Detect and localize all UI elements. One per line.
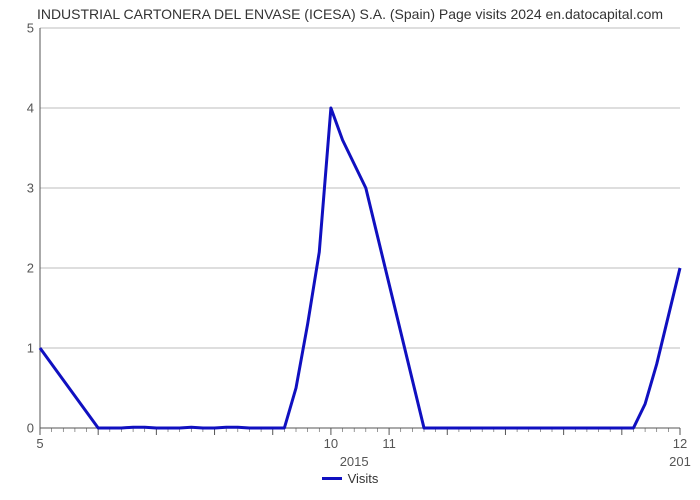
legend-swatch [322,477,342,480]
chart-plot [40,28,680,438]
y-tick-label: 5 [16,21,34,36]
x-axis-year-label: 201 [660,454,700,469]
x-axis-year-label: 2015 [334,454,374,469]
y-tick-label: 4 [16,101,34,116]
y-tick-label: 1 [16,341,34,356]
y-tick-label: 2 [16,261,34,276]
legend: Visits [0,471,700,486]
y-tick-label: 3 [16,181,34,196]
legend-label: Visits [348,471,379,486]
x-tick-label: 5 [36,436,43,451]
chart-title: INDUSTRIAL CARTONERA DEL ENVASE (ICESA) … [0,6,700,22]
x-tick-label: 11 [382,436,396,451]
x-tick-label: 10 [324,436,338,451]
x-tick-label: 12 [673,436,687,451]
y-tick-label: 0 [16,421,34,436]
